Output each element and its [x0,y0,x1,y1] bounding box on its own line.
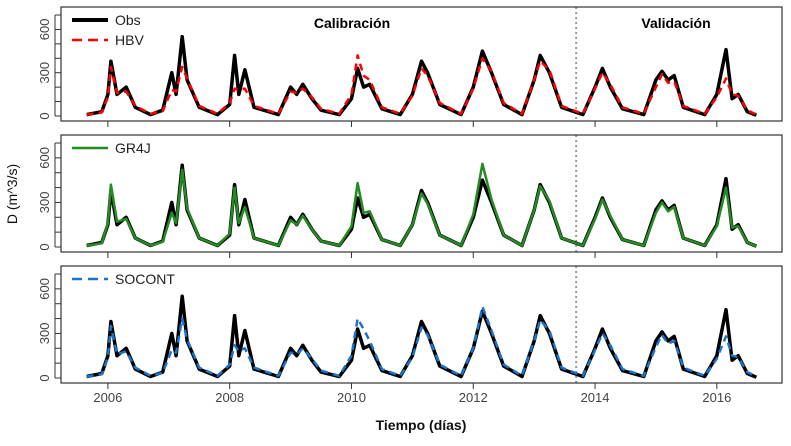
legend-gr4j-label: GR4J [115,140,151,156]
panel-frame [60,6,783,122]
x-tick-label: 2010 [337,390,366,405]
x-tick-label: 2008 [215,390,244,405]
obs-series-line [86,294,758,379]
validation-label: Validación [641,15,710,31]
socont-series-line [86,305,757,378]
y-tick-label: 0 [37,112,52,119]
y-tick-label: 0 [37,374,52,381]
obs-series-line [86,34,758,117]
y-tick-label: 600 [37,278,52,300]
y-tick-label: 600 [37,147,52,169]
x-tick-label: 2006 [93,390,122,405]
y-tick-label: 300 [37,323,52,345]
gr4j-series-line [86,162,757,248]
panel-hbv: 0 300 600 Obs HBV [37,6,783,127]
x-tick-label: 2016 [702,390,731,405]
legend-obs-label: Obs [115,12,141,28]
y-tick-label: 600 [37,19,52,41]
panel-frame [60,134,783,253]
panel-socont: 0 300 600 SOCONT [37,265,783,389]
y-tick-label: 0 [37,243,52,250]
legend-socont-label: SOCONT [115,271,175,287]
y-axis-label: D (m^3/s) [4,164,20,224]
calibration-label: Calibración [314,15,390,31]
legend-hbv-label: HBV [115,32,144,48]
x-tick-label: 2012 [459,390,488,405]
y-tick-label: 300 [37,62,52,84]
x-tick-label: 2014 [581,390,610,405]
panel-gr4j: 0 300 600 GR4J [37,134,783,258]
x-axis-label: Tiempo (días) [376,417,467,433]
y-tick-label: 300 [37,192,52,214]
panel-frame [60,265,783,384]
